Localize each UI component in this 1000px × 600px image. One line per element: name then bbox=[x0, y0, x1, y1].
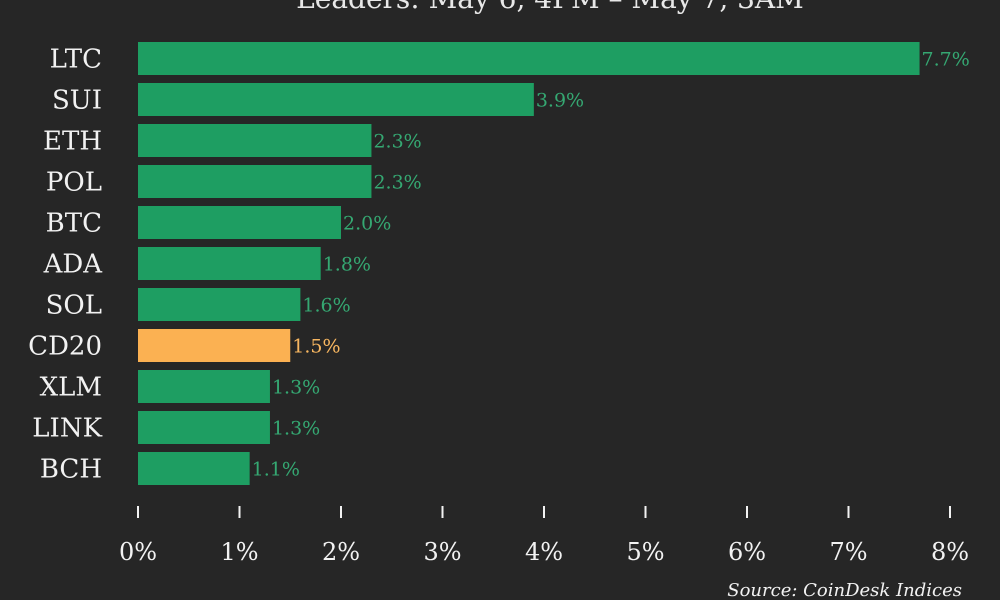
x-tick-label-5: 5% bbox=[626, 538, 664, 566]
value-label-xlm: 1.3% bbox=[272, 377, 320, 399]
bars-group bbox=[138, 42, 920, 485]
category-label-ltc: LTC bbox=[50, 45, 102, 75]
value-label-sol: 1.6% bbox=[302, 295, 350, 317]
value-label-link: 1.3% bbox=[272, 418, 320, 440]
category-labels-group: LTC SUI ETH POL BTC ADA SOL CD20 XLM LINK BCH bbox=[28, 45, 103, 485]
source-note: Source: CoinDesk Indices bbox=[727, 580, 962, 600]
x-tick-label-1: 1% bbox=[220, 538, 258, 566]
bar-bch bbox=[138, 452, 250, 485]
x-tick-label-7: 7% bbox=[829, 538, 867, 566]
value-label-ada: 1.8% bbox=[323, 254, 371, 276]
x-axis: 0% 1% 2% 3% 4% 5% 6% 7% 8% bbox=[119, 506, 969, 566]
category-label-pol: POL bbox=[46, 168, 102, 198]
category-label-link: LINK bbox=[32, 414, 102, 444]
value-label-eth: 2.3% bbox=[373, 131, 421, 153]
x-tick-label-3: 3% bbox=[423, 538, 461, 566]
x-tick-label-4: 4% bbox=[525, 538, 563, 566]
bar-xlm bbox=[138, 370, 270, 403]
category-label-sol: SOL bbox=[46, 291, 102, 321]
value-label-btc: 2.0% bbox=[343, 213, 391, 235]
bar-ada bbox=[138, 247, 321, 280]
bar-sol bbox=[138, 288, 301, 321]
category-label-btc: BTC bbox=[46, 209, 102, 239]
value-label-sui: 3.9% bbox=[536, 90, 584, 112]
category-label-cd20: CD20 bbox=[28, 332, 102, 362]
chart-title: Leaders: May 6, 4PM – May 7, 3AM bbox=[296, 0, 804, 15]
x-tick-label-2: 2% bbox=[322, 538, 360, 566]
x-tick-label-0: 0% bbox=[119, 538, 157, 566]
bar-eth bbox=[138, 124, 372, 157]
bar-pol bbox=[138, 165, 372, 198]
value-label-bch: 1.1% bbox=[252, 459, 300, 481]
category-label-eth: ETH bbox=[43, 127, 102, 157]
value-label-cd20: 1.5% bbox=[292, 336, 340, 358]
bar-btc bbox=[138, 206, 341, 239]
category-label-bch: BCH bbox=[40, 455, 102, 485]
category-label-xlm: XLM bbox=[40, 373, 102, 403]
value-label-ltc: 7.7% bbox=[922, 49, 970, 71]
category-label-ada: ADA bbox=[43, 250, 104, 280]
bar-link bbox=[138, 411, 270, 444]
x-tick-label-6: 6% bbox=[728, 538, 766, 566]
value-labels-group: 7.7% 3.9% 2.3% 2.3% 2.0% 1.8% 1.6% 1.5% 1.3% 1.3%… bbox=[252, 49, 970, 481]
x-tick-label-8: 8% bbox=[931, 538, 969, 566]
bar-cd20 bbox=[138, 329, 291, 362]
category-label-sui: SUI bbox=[52, 86, 102, 116]
value-label-pol: 2.3% bbox=[373, 172, 421, 194]
bar-ltc bbox=[138, 42, 920, 75]
bar-sui bbox=[138, 83, 534, 116]
